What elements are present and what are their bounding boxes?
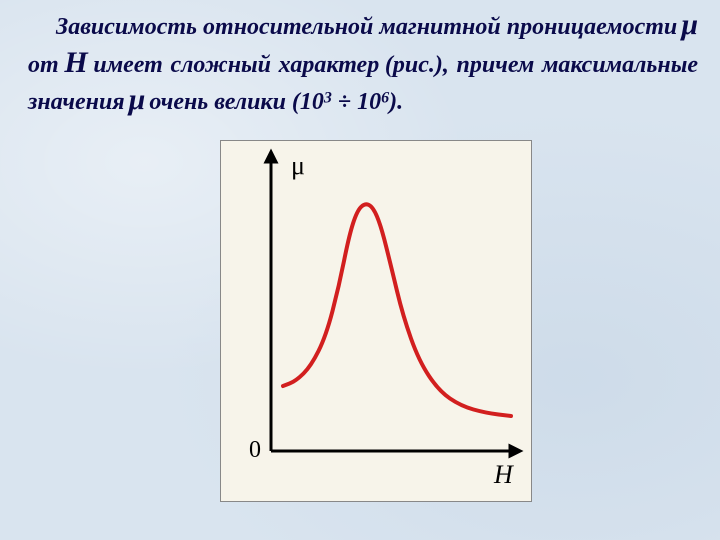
origin-label: 0 xyxy=(249,437,261,463)
symbol-h: H xyxy=(64,46,87,79)
text-word: очень велики (10 xyxy=(149,89,324,115)
permeability-curve xyxy=(283,204,511,416)
chart-svg: μ 0 H xyxy=(221,141,531,501)
y-axis-label: μ xyxy=(291,151,305,180)
text-word: Зависимость относительной магнитной прон… xyxy=(56,14,677,40)
permeability-chart: μ 0 H xyxy=(220,140,532,502)
text-word: от xyxy=(28,52,59,78)
superscript: 6 xyxy=(381,90,389,107)
symbol-mu: μ xyxy=(681,8,698,41)
text-word: ÷ 10 xyxy=(332,89,381,115)
x-axis-label: H xyxy=(493,460,514,489)
text-word: имеет сложный характер xyxy=(93,52,379,78)
description-paragraph: Зависимость относительной магнитной прон… xyxy=(28,6,698,119)
superscript: 3 xyxy=(324,90,332,107)
symbol-mu: μ xyxy=(129,83,146,116)
text-word: ). xyxy=(389,89,403,115)
text-paren: (рис.) xyxy=(385,52,443,78)
